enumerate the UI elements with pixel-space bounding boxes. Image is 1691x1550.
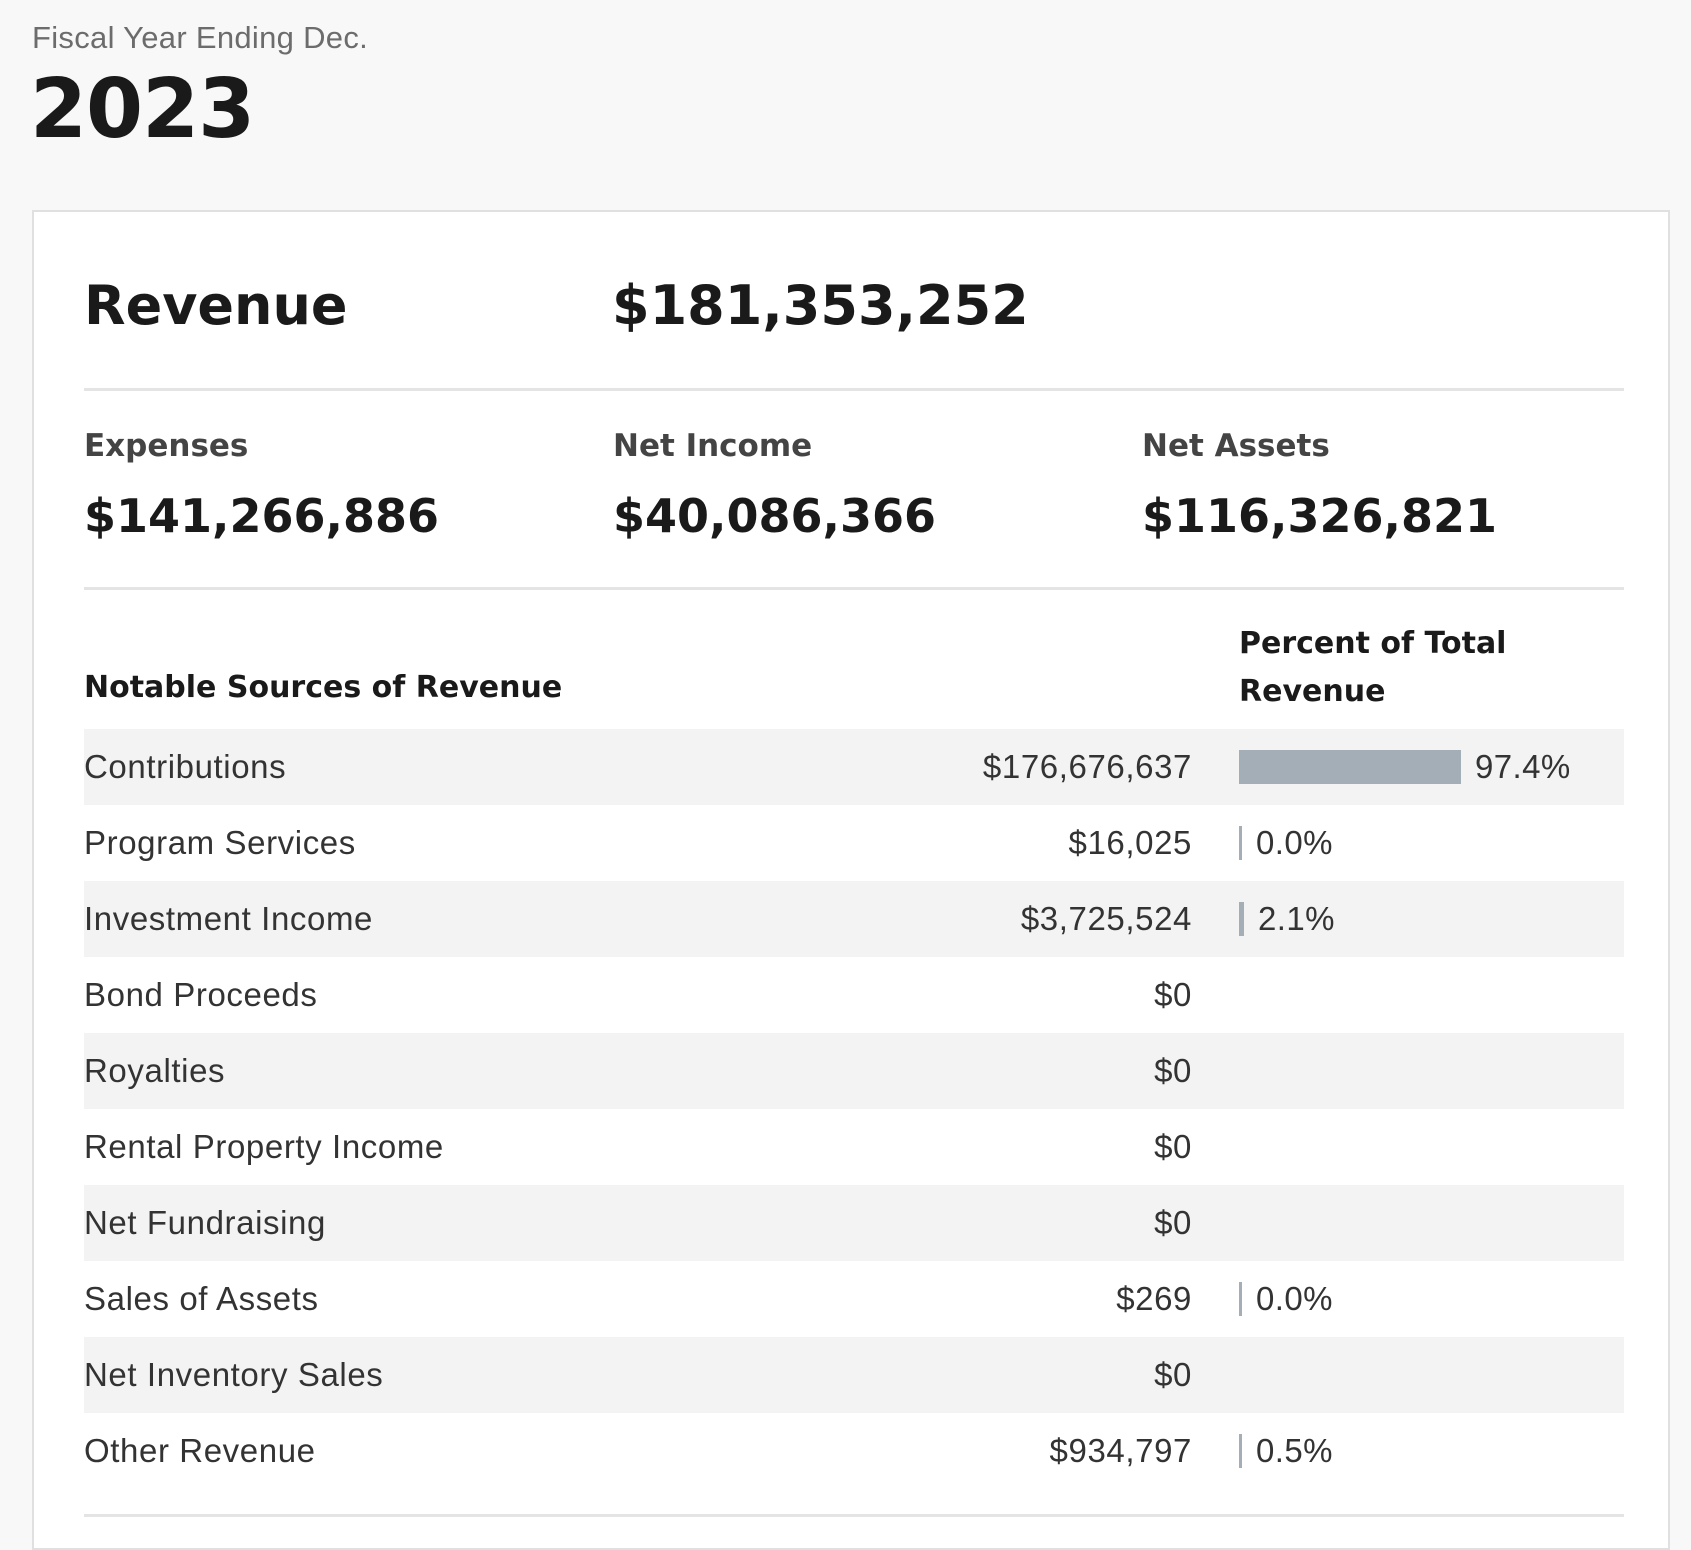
revenue-source-label: Royalties bbox=[84, 1052, 226, 1089]
table-row: Royalties $0 bbox=[84, 1033, 1624, 1109]
percent-cell: 2.1% bbox=[1239, 881, 1335, 957]
revenue-source-label: Bond Proceeds bbox=[84, 976, 318, 1013]
revenue-source-label: Sales of Assets bbox=[84, 1280, 319, 1317]
table-row: Sales of Assets $269 0.0% bbox=[84, 1261, 1624, 1337]
table-row: Bond Proceeds $0 bbox=[84, 957, 1624, 1033]
revenue-source-label: Program Services bbox=[84, 824, 356, 861]
revenue-source-amount: $0 bbox=[1154, 1204, 1192, 1241]
revenue-source-amount: $3,725,524 bbox=[1020, 900, 1192, 937]
fiscal-year: 2023 bbox=[30, 62, 255, 157]
percent-cell: 0.5% bbox=[1239, 1413, 1333, 1489]
expenses-value: $141,266,886 bbox=[84, 489, 440, 543]
net-assets-metric: Net Assets $116,326,821 bbox=[1142, 426, 1622, 544]
percent-cell: 97.4% bbox=[1239, 729, 1571, 805]
table-row: Other Revenue $934,797 0.5% bbox=[84, 1413, 1624, 1489]
divider bbox=[84, 1514, 1624, 1517]
revenue-source-label: Investment Income bbox=[84, 900, 373, 937]
table-row: Program Services $16,025 0.0% bbox=[84, 805, 1624, 881]
percent-cell: 0.0% bbox=[1239, 1261, 1333, 1337]
table-row: Contributions $176,676,637 97.4% bbox=[84, 729, 1624, 805]
revenue-source-label: Other Revenue bbox=[84, 1432, 316, 1469]
net-income-metric: Net Income $40,086,366 bbox=[613, 426, 1093, 544]
column-header-sources: Notable Sources of Revenue bbox=[84, 670, 563, 705]
revenue-source-label: Net Inventory Sales bbox=[84, 1356, 384, 1393]
percent-bar bbox=[1239, 902, 1244, 936]
revenue-source-label: Net Fundraising bbox=[84, 1204, 326, 1241]
revenue-source-amount: $176,676,637 bbox=[982, 748, 1192, 785]
revenue-source-amount: $269 bbox=[1116, 1280, 1192, 1317]
revenue-value: $181,353,252 bbox=[612, 274, 1029, 337]
percent-value: 97.4% bbox=[1475, 748, 1571, 785]
percent-bar bbox=[1239, 1282, 1242, 1316]
expenses-metric: Expenses $141,266,886 bbox=[84, 426, 564, 544]
percent-value: 0.0% bbox=[1256, 824, 1333, 861]
revenue-source-amount: $0 bbox=[1154, 976, 1192, 1013]
table-row: Net Fundraising $0 bbox=[84, 1185, 1624, 1261]
revenue-source-amount: $0 bbox=[1154, 1052, 1192, 1089]
percent-bar bbox=[1239, 750, 1461, 784]
table-row: Investment Income $3,725,524 2.1% bbox=[84, 881, 1624, 957]
revenue-source-amount: $0 bbox=[1154, 1128, 1192, 1165]
net-income-value: $40,086,366 bbox=[613, 489, 937, 543]
percent-bar bbox=[1239, 1434, 1242, 1468]
revenue-table-header: Notable Sources of Revenue Percent of To… bbox=[84, 612, 1624, 722]
percent-value: 0.5% bbox=[1256, 1432, 1333, 1469]
net-assets-label: Net Assets bbox=[1142, 428, 1330, 464]
revenue-source-label: Contributions bbox=[84, 748, 287, 785]
expenses-label: Expenses bbox=[84, 428, 249, 464]
table-row: Net Inventory Sales $0 bbox=[84, 1337, 1624, 1413]
column-header-percent: Percent of Total Revenue bbox=[1239, 626, 1507, 709]
revenue-label: Revenue bbox=[84, 274, 348, 337]
revenue-source-label: Rental Property Income bbox=[84, 1128, 444, 1165]
net-income-label: Net Income bbox=[613, 428, 813, 464]
net-assets-value: $116,326,821 bbox=[1142, 489, 1498, 543]
divider bbox=[84, 388, 1624, 391]
percent-bar bbox=[1239, 826, 1242, 860]
table-row: Rental Property Income $0 bbox=[84, 1109, 1624, 1185]
percent-value: 2.1% bbox=[1258, 900, 1335, 937]
percent-value: 0.0% bbox=[1256, 1280, 1333, 1317]
revenue-source-amount: $16,025 bbox=[1068, 824, 1192, 861]
percent-cell: 0.0% bbox=[1239, 805, 1333, 881]
revenue-table-body: Contributions $176,676,637 97.4% Program Se… bbox=[84, 729, 1624, 1489]
revenue-source-amount: $934,797 bbox=[1049, 1432, 1192, 1469]
fiscal-year-label: Fiscal Year Ending Dec. bbox=[32, 20, 369, 55]
revenue-row: Revenue $181,353,252 bbox=[84, 274, 1624, 364]
divider bbox=[84, 587, 1624, 590]
financial-summary-card: Revenue $181,353,252 Expenses $141,266,8… bbox=[32, 210, 1670, 1550]
revenue-source-amount: $0 bbox=[1154, 1356, 1192, 1393]
